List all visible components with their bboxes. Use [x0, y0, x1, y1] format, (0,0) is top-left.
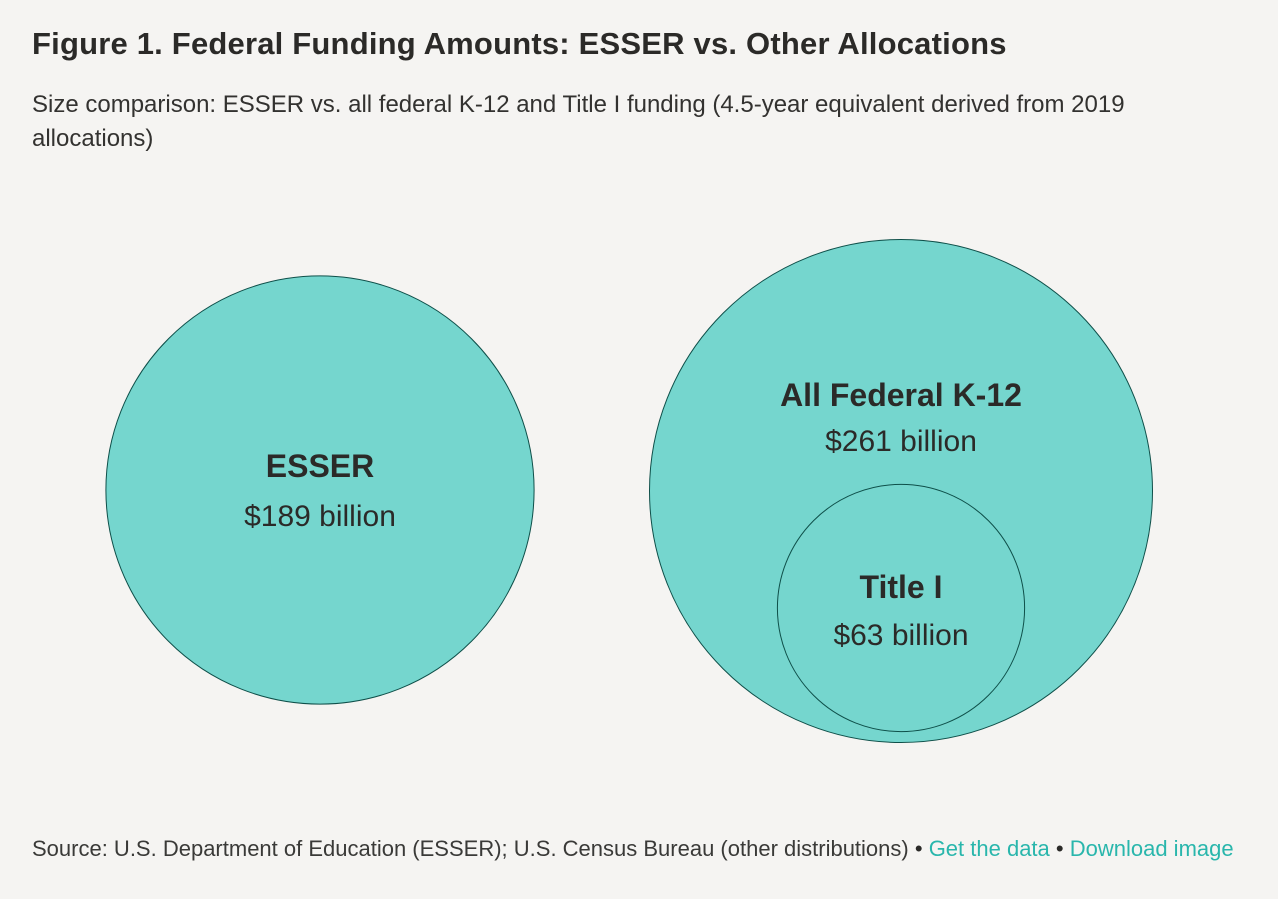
bubble-value-all-federal-k-12: $261 billion: [825, 425, 977, 458]
source-text: Source: U.S. Department of Education (ES…: [32, 836, 909, 861]
bubble-label-all-federal-k-12: All Federal K-12: [780, 377, 1022, 413]
bubble-value-esser: $189 billion: [244, 500, 396, 533]
bullet-separator: •: [1055, 836, 1064, 861]
figure-footer: Source: U.S. Department of Education (ES…: [32, 833, 1246, 864]
bubble-label-title-i: Title I: [860, 569, 943, 605]
bubble-label-esser: ESSER: [266, 448, 374, 484]
figure-title: Figure 1. Federal Funding Amounts: ESSER…: [32, 26, 1007, 61]
bubble-value-title-i: $63 billion: [833, 619, 968, 652]
bubble-title-i: [776, 483, 1026, 733]
figure-subtitle: Size comparison: ESSER vs. all federal K…: [32, 91, 1125, 152]
bullet-separator: •: [914, 836, 923, 861]
download-image-link[interactable]: Download image: [1069, 836, 1234, 861]
get-the-data-link[interactable]: Get the data: [928, 836, 1050, 861]
bubble-esser: [105, 275, 535, 705]
